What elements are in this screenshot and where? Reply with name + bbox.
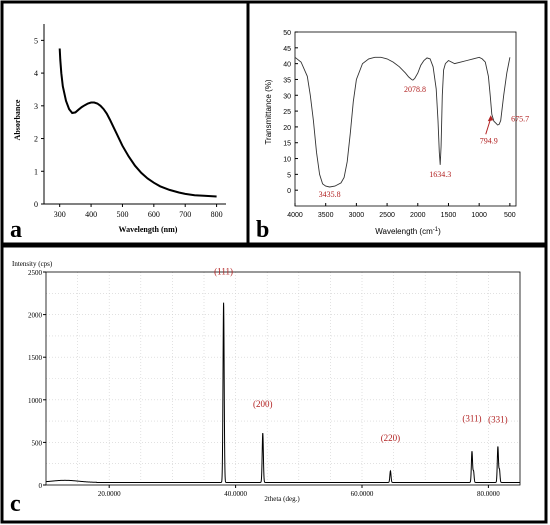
panel-b-x-tick-label: 1000 [471,212,487,219]
panel-b-x-tick-label: 1500 [441,212,457,219]
panel-b-y-tick-label: 20 [283,125,291,132]
panel-c-grid [46,272,520,485]
panel-a-x-tick-label: 700 [179,210,191,219]
panel-c-axes [45,271,521,486]
panel-c-x-axis-label: 2theta (deg.) [264,495,300,503]
panel-b-ticks: 4000 3500 3000 2500 2000 1500 1000 500 0 5 10 15 20 2… [283,30,516,219]
panel-a-y-tick-label: 1 [34,167,38,176]
panel-b-y-tick-label: 5 [287,172,291,179]
panel-b-x-tick-label: 2500 [379,212,395,219]
panel-b-x-tick-label: 3000 [349,212,365,219]
panel-a-letter: a [10,217,22,243]
panel-c-x-tick-label: 40.0000 [224,490,247,498]
panel-c-y-tick-label: 2500 [28,269,43,277]
panel-c-annotations: (111) (200) (220) (311) (331) [214,267,507,443]
panel-b-y-tick-label: 25 [283,109,291,116]
panel-c-y-tick-label: 0 [39,482,43,490]
panel-b-peak-arrow [485,118,492,135]
panel-a-y-tick-label: 5 [34,36,38,45]
panel-b-x-tick-label: 3500 [318,212,334,219]
panel-b-transmittance-line [294,56,511,188]
panel-a-axes [43,24,226,205]
panel-c-y-tick-label: 500 [32,439,43,447]
panel-b-y-tick-label: 10 [283,157,291,164]
panel-a-x-tick-label: 300 [54,210,66,219]
panel-b-letter: b [256,217,269,243]
panel-b-y-tick-label: 45 [283,46,291,53]
panel-b-y-tick-label: 40 [283,62,291,69]
panel-b-frame [246,0,548,246]
panel-c-peak-label: (220) [381,433,401,443]
panel-b-y-tick-label: 50 [283,30,291,37]
panel-b-peak-label: 675.7 [511,114,529,123]
panel-b-x-tick-label: 4000 [287,212,303,219]
panel-a-x-tick-label: 800 [211,210,223,219]
panel-b-annotations: 3435.8 2078.8 1634.3 794.9 675.7 [319,85,529,199]
panel-c-x-tick-label: 80.0000 [477,490,500,498]
panel-a: 300 400 500 600 700 800 0 1 2 3 4 5 Wavelength (nm)… [10,24,226,243]
panel-b-y-tick-label: 30 [283,93,291,100]
panel-a-y-tick-label: 0 [34,200,38,209]
panel-c-y-tick-label: 1000 [28,397,43,405]
panel-c-x-tick-label: 20.0000 [98,490,121,498]
panel-b-peak-label: 794.9 [480,136,498,145]
panel-c-y-tick-label: 2000 [28,312,43,320]
panel-a-y-tick-label: 4 [34,69,38,78]
panel-c-series [45,302,520,483]
panel-b-x-tick-label: 2000 [410,212,426,219]
panel-b-x-tick-label: 500 [504,212,516,219]
panel-b-y-tick-label: 15 [283,141,291,148]
panel-c-ticks: 20.0000 40.0000 60.0000 80.0000 0 500 1000 1500… [28,269,500,498]
panel-b-y-tick-label: 35 [283,77,291,84]
panel-a-x-tick-label: 500 [116,210,128,219]
panel-c-x-tick-label: 60.0000 [351,490,374,498]
panel-c-plot-frame [45,271,521,486]
panel-b: 4000 3500 3000 2500 2000 1500 1000 500 0 5 10 15 20 2… [256,30,529,243]
panel-a-y-tick-label: 3 [34,102,38,111]
panel-a-series [58,48,217,198]
panel-c: 20.0000 40.0000 60.0000 80.0000 0 500 1000 1500… [10,260,521,517]
panel-b-peak-arrowhead [487,115,494,122]
panel-a-x-axis-label: Wavelength (nm) [119,225,178,234]
panel-b-peak-label: 1634.3 [429,170,451,179]
panel-a-absorbance-line [58,48,217,198]
panel-c-y-axis-label: Intensity (cps) [12,260,53,268]
panel-a-ticks: 300 400 500 600 700 800 0 1 2 3 4 5 [34,36,223,219]
panel-a-x-tick-label: 400 [85,210,97,219]
panel-c-xrd-pattern [45,302,520,483]
panel-c-frame [0,244,548,524]
panel-c-peak-label: (200) [253,399,273,409]
panel-a-x-tick-label: 600 [148,210,160,219]
panel-b-plot-frame [294,31,517,207]
panel-a-y-axis-label: Absorbance [13,99,22,140]
panel-c-peak-label: (111) [214,267,233,277]
panel-a-y-tick-label: 2 [34,135,38,144]
panel-c-letter: c [10,491,21,517]
panel-c-peak-label: (331) [488,415,508,425]
panel-c-y-tick-label: 1500 [28,354,43,362]
panel-b-series [294,56,511,188]
panel-c-peak-label: (311) [462,413,481,423]
panel-b-peak-label: 3435.8 [319,190,341,199]
panel-b-axes [294,31,517,207]
panel-b-peak-label: 2078.8 [404,85,426,94]
panel-b-y-tick-label: 0 [287,188,291,195]
panel-b-y-axis-label: Transmittance (%) [264,79,273,144]
panel-b-x-axis-label: Wavelength (cm-1) [375,227,441,236]
